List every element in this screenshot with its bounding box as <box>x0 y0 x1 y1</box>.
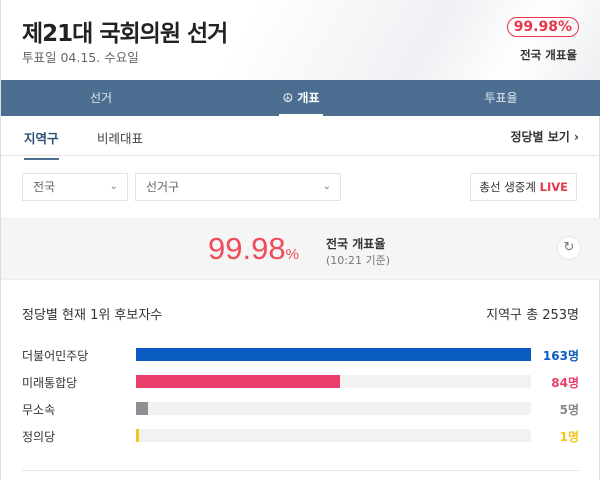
page-title: 제21대 국회의원 선거 <box>22 21 228 47</box>
region-value: 전국 <box>33 180 56 194</box>
rate-label: 전국 개표율 <box>326 237 386 251</box>
counting-rate-section: 99.98% 전국 개표율 (10:21 기준) ↻ <box>1 218 600 280</box>
tab-counting[interactable]: ☮ 개표 <box>201 80 401 116</box>
header: 제21대 국회의원 선거 투표일 04.15. 수요일 99.98% 전국 개표… <box>1 0 600 80</box>
party-bar-track <box>136 429 531 442</box>
tab-turnout[interactable]: 투표율 <box>401 80 600 116</box>
party-count: 5명 <box>559 403 579 417</box>
live-badge: LIVE <box>539 180 568 194</box>
party-row: 더불어민주당 163명 <box>1 347 600 363</box>
subtab-proportional[interactable]: 비례대표 <box>97 131 144 146</box>
live-broadcast-button[interactable]: 총선 생중계 LIVE <box>470 173 577 201</box>
party-row: 미래통합당 84명 <box>1 374 600 390</box>
party-bar <box>136 429 139 442</box>
total-seats: 지역구 총 253명 <box>486 308 579 323</box>
counting-rate: 99.98% <box>208 231 299 267</box>
party-bar-track <box>136 402 531 415</box>
sub-tabs: 지역구 비례대표 정당별 보기 › <box>1 116 600 160</box>
party-view-link[interactable]: 정당별 보기 › <box>510 128 579 145</box>
section-title: 정당별 현재 1위 후보자수 <box>22 308 163 323</box>
rate-badge-label: 전국 개표율 <box>520 48 577 62</box>
region-select[interactable]: 전국 ⌄ <box>22 173 128 201</box>
party-bar <box>136 375 340 388</box>
chevron-down-icon: ⌄ <box>322 181 331 192</box>
district-value: 선거구 <box>146 180 180 194</box>
rate-unit: % <box>285 246 299 263</box>
vote-icon: ☮ <box>282 91 298 105</box>
refresh-icon[interactable]: ↻ <box>557 236 581 260</box>
election-date: 투표일 04.15. 수요일 <box>22 50 139 65</box>
party-name: 더불어민주당 <box>22 349 89 363</box>
party-bar <box>136 402 149 415</box>
chevron-right-icon: › <box>574 130 579 144</box>
rate-value: 99.98 <box>208 231 286 266</box>
party-name: 미래통합당 <box>22 376 78 390</box>
tab-label: 개표 <box>297 91 320 105</box>
district-select[interactable]: 선거구 ⌄ <box>135 173 341 201</box>
party-row: 정의당 1명 <box>1 428 600 444</box>
divider <box>22 470 579 471</box>
party-bar-track <box>136 348 531 361</box>
live-label: 총선 생중계 <box>479 180 536 194</box>
party-bar-track <box>136 375 531 388</box>
party-count: 84명 <box>551 376 579 390</box>
party-row: 무소속 5명 <box>1 401 600 417</box>
party-count: 1명 <box>559 430 579 444</box>
party-view-label: 정당별 보기 <box>510 130 570 144</box>
party-count: 163명 <box>542 349 579 363</box>
rate-time: (10:21 기준) <box>326 254 391 267</box>
party-bar <box>136 348 531 361</box>
tab-election[interactable]: 선거 <box>1 80 201 116</box>
rate-badge: 99.98% <box>506 17 579 37</box>
chevron-down-icon: ⌄ <box>109 181 118 192</box>
tab-label: 선거 <box>89 91 113 105</box>
subtab-district[interactable]: 지역구 <box>24 128 59 160</box>
party-name: 무소속 <box>22 403 56 417</box>
main-nav: 선거 ☮ 개표 투표율 <box>1 80 600 116</box>
party-name: 정의당 <box>22 430 56 444</box>
tab-label: 투표율 <box>484 91 518 105</box>
